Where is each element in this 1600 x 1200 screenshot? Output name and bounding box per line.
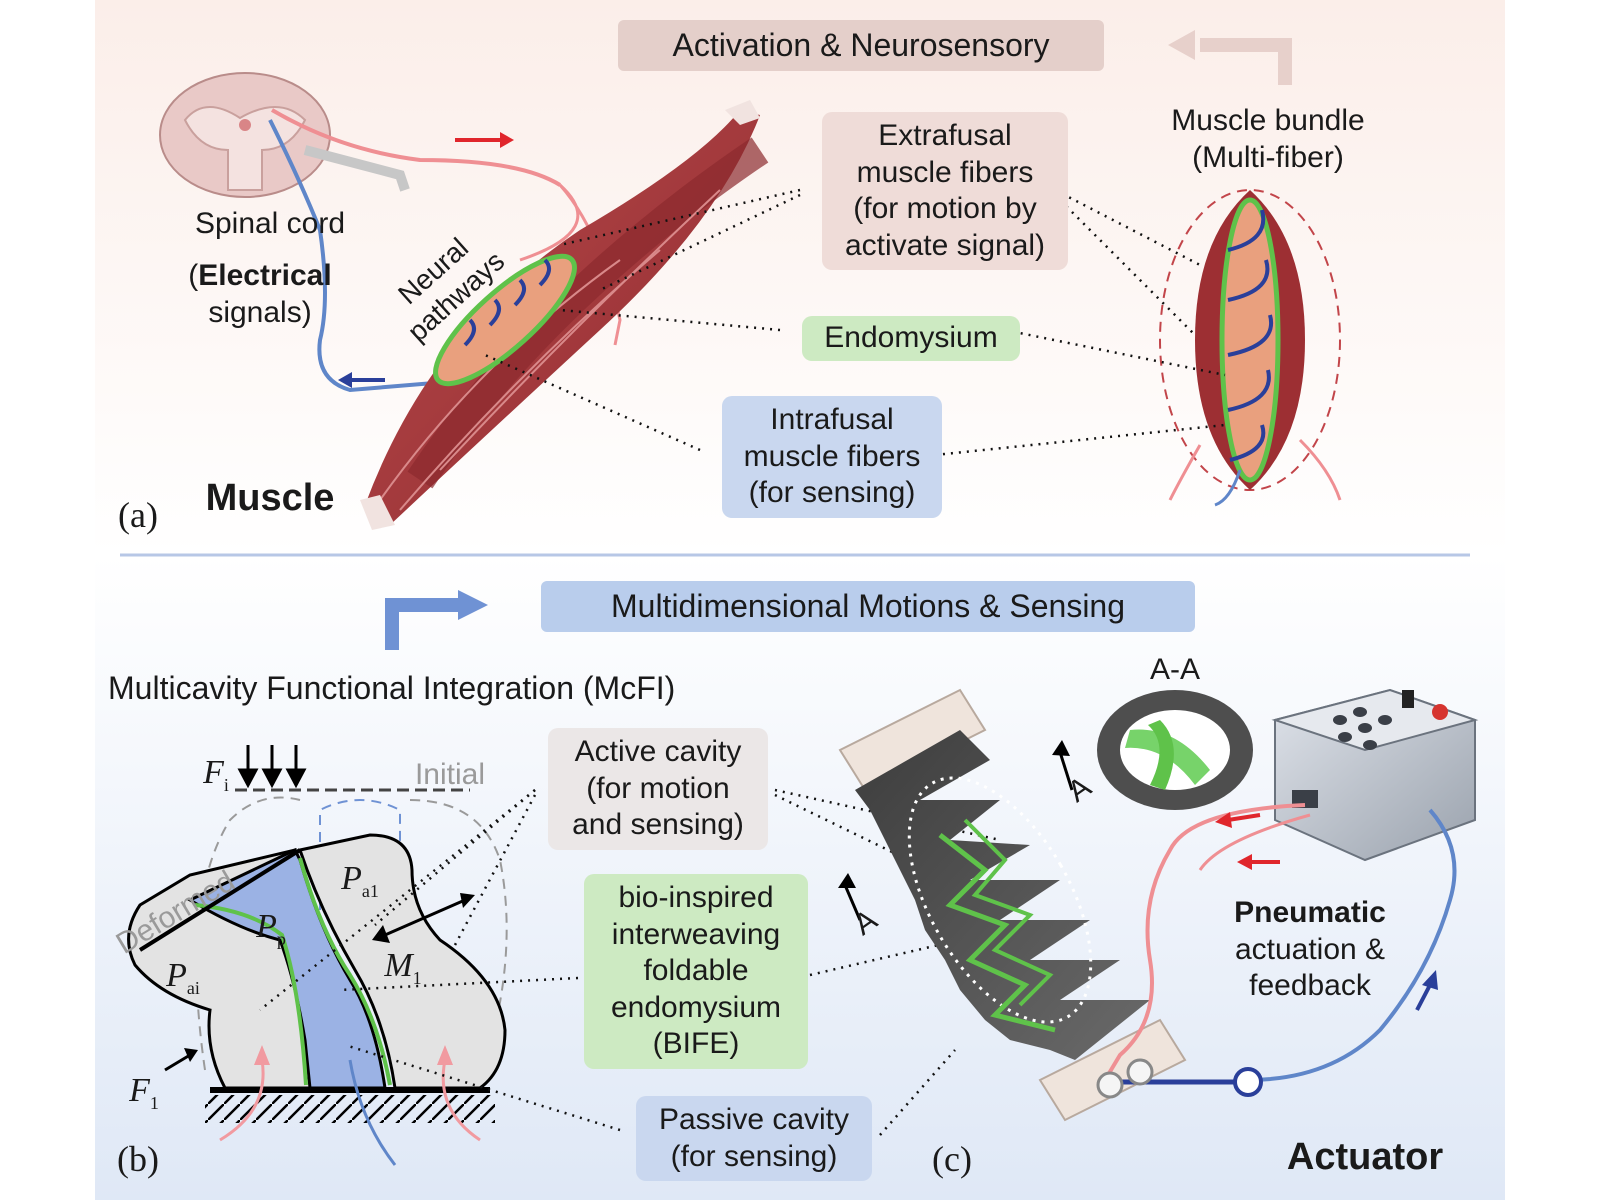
active-cavity-box: Active cavity (for motion and sensing) — [548, 728, 768, 850]
pai-label: Pai — [166, 957, 200, 998]
force-fi-label: Fi — [203, 754, 229, 795]
muscle-title: Muscle — [205, 477, 335, 519]
bife-line-right — [298, 857, 392, 1086]
f1-label: F1 — [129, 1072, 159, 1113]
flow-arrow-red-1 — [1227, 813, 1261, 822]
section-aa-label: A-A — [1149, 653, 1200, 686]
electrical-signals-label: (Electrical signals) — [188, 259, 332, 329]
afferent-pathway — [268, 119, 471, 393]
bife-line-left — [194, 903, 308, 1086]
pp-label: Pp — [256, 908, 286, 949]
moment-arrow-head-a — [372, 925, 390, 943]
bife-box: bio-inspired interweaving foldable endom… — [584, 874, 808, 1069]
signal-arrow-red-head — [500, 132, 514, 148]
efferent-pathway — [270, 108, 562, 187]
activation-header: Activation & Neurosensory — [618, 20, 1104, 72]
airflow-left — [219, 1059, 265, 1142]
endomysium-box: Endomysium — [802, 316, 1020, 361]
section-mark-left-head — [838, 873, 856, 888]
section-mark-top-line — [1058, 751, 1074, 791]
flow-arrow-red-1-head — [1215, 812, 1232, 828]
panel-b-label: (b) — [117, 1139, 159, 1179]
forward-arrow-head — [458, 590, 488, 620]
pneumatic-bold: Pneumatic — [1234, 896, 1386, 929]
force-f1-arrow-head — [184, 1048, 198, 1062]
section-aa-illustration — [1097, 690, 1253, 810]
motions-sensing-header: Multidimensional Motions & Sensing — [541, 581, 1195, 633]
force-f1-arrow — [164, 1053, 191, 1072]
spinal-cord-label: Spinal cord — [194, 207, 346, 240]
muscle-bundle-label: Muscle bundle (Multi-fiber) — [1171, 104, 1365, 174]
flow-arrow-blue — [1415, 984, 1432, 1011]
return-arrow-head — [1168, 30, 1195, 60]
control-box-illustration — [1271, 688, 1479, 862]
section-mark-top-head — [1052, 740, 1070, 756]
tube-blue — [1247, 808, 1457, 1082]
moment-arrow-head-b — [460, 893, 475, 908]
passive-cavity-box: Passive cavity (for sensing) — [636, 1096, 872, 1182]
airflow-right-head — [437, 1045, 453, 1065]
initial-outline-mid — [319, 799, 401, 1080]
panel-a-label: (a) — [118, 495, 158, 535]
airflow-mid — [348, 1059, 397, 1166]
moment-arrow — [384, 898, 466, 937]
extrafusal-fibers-box: Extrafusal muscle fibers (for motion by … — [822, 112, 1068, 271]
force-arrows-fi — [237, 745, 307, 789]
panel-c-label: (c) — [932, 1139, 972, 1179]
signal-arrow-blue-head — [338, 372, 352, 388]
muscle-bundle-illustration — [1159, 189, 1342, 507]
valve-assembly — [1096, 1058, 1263, 1099]
actuator-title: Actuator — [1286, 1136, 1444, 1178]
leader-lines-b — [259, 788, 1001, 1136]
pneumatic-label: Pneumatic actuation & feedback — [1215, 895, 1405, 1005]
forward-arrow — [385, 598, 460, 650]
pneumatic-rest: actuation & feedback — [1234, 932, 1386, 1003]
flow-arrow-blue-head — [1422, 970, 1438, 990]
flow-arrow-red-2-head — [1237, 854, 1252, 870]
initial-label: Initial — [414, 758, 486, 791]
m1-label: M1 — [384, 947, 422, 988]
mcfi-subtitle: Multicavity Functional Integration (McFI… — [108, 670, 676, 706]
signals-label: signals) — [208, 295, 312, 329]
chamber-right — [298, 833, 507, 1090]
pa1-label: Pa1 — [341, 860, 379, 901]
leader-lines-a — [484, 188, 1226, 457]
tube-red-1 — [1103, 803, 1306, 1082]
intrafusal-fibers-box: Intrafusal muscle fibers (for sensing) — [722, 396, 942, 518]
airflow-right — [441, 1059, 481, 1142]
tube-red-2 — [1198, 813, 1311, 871]
airflow-left-head — [254, 1045, 270, 1065]
electrical-bold: Electrical — [198, 259, 332, 292]
section-mark-left-line — [843, 884, 862, 921]
muscle-illustration — [360, 100, 769, 530]
deformed-top-line — [138, 848, 302, 952]
return-arrow — [1200, 38, 1292, 85]
